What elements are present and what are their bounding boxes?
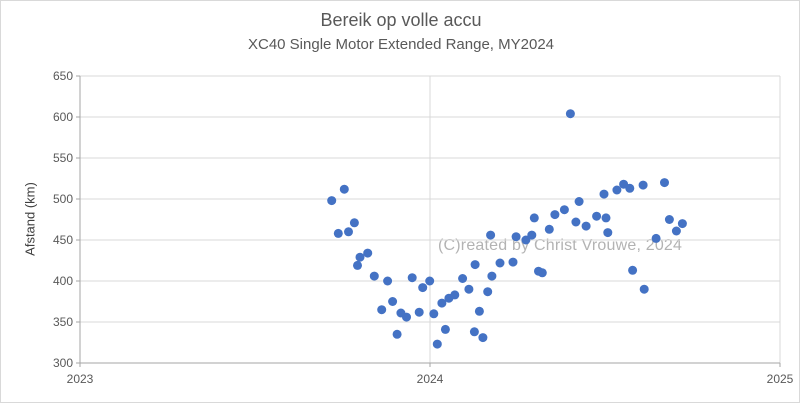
data-point[interactable] [508, 257, 518, 267]
data-point[interactable] [559, 205, 569, 215]
y-tick-label: 600 [52, 110, 73, 124]
data-point[interactable] [369, 271, 379, 281]
data-point[interactable] [470, 260, 480, 270]
data-point[interactable] [487, 271, 497, 281]
data-point[interactable] [377, 305, 387, 315]
y-tick-label: 450 [52, 233, 73, 247]
watermark: (C)reated by Christ Vrouwe, 2024 [438, 237, 683, 254]
data-point[interactable] [353, 260, 362, 270]
data-point[interactable] [544, 224, 554, 234]
data-point[interactable] [383, 276, 393, 286]
data-point[interactable] [349, 218, 359, 228]
data-point[interactable] [478, 333, 488, 343]
data-point[interactable] [511, 232, 521, 242]
data-point[interactable] [664, 215, 674, 224]
data-point[interactable] [603, 228, 613, 238]
data-point[interactable] [429, 309, 439, 319]
data-point[interactable] [392, 329, 402, 339]
data-point[interactable] [599, 189, 609, 199]
data-point[interactable] [363, 248, 373, 258]
data-point[interactable] [550, 210, 560, 220]
chart-title: Bereik op volle accu [320, 10, 482, 30]
data-point[interactable] [483, 287, 493, 297]
data-point[interactable] [529, 213, 539, 223]
data-point[interactable] [450, 290, 460, 300]
data-point[interactable] [339, 184, 349, 194]
x-tick-label: 2025 [766, 372, 794, 386]
x-tick-label: 2023 [66, 372, 94, 386]
data-point[interactable] [388, 297, 398, 306]
data-point[interactable] [469, 327, 479, 337]
data-point[interactable] [437, 298, 447, 308]
data-point[interactable] [565, 109, 575, 119]
y-tick-label: 650 [52, 69, 73, 83]
data-point[interactable] [527, 230, 537, 240]
data-point[interactable] [355, 252, 365, 262]
data-point[interactable] [333, 228, 343, 238]
data-point[interactable] [344, 227, 353, 237]
data-point[interactable] [474, 306, 484, 316]
x-tick-label: 2024 [416, 372, 444, 386]
chart-subtitle: XC40 Single Motor Extended Range, MY2024 [247, 36, 555, 53]
data-point[interactable] [671, 226, 681, 236]
data-point[interactable] [581, 221, 591, 231]
data-point[interactable] [677, 219, 687, 229]
y-tick-label: 350 [52, 315, 73, 329]
data-point[interactable] [638, 180, 648, 190]
data-point[interactable] [601, 213, 611, 223]
data-point[interactable] [660, 178, 669, 188]
data-point[interactable] [425, 276, 435, 286]
data-point[interactable] [625, 183, 635, 193]
y-tick-label: 500 [52, 192, 73, 206]
data-point[interactable] [628, 265, 638, 275]
data-point[interactable] [464, 284, 474, 294]
y-tick-label: 400 [52, 274, 73, 288]
data-point[interactable] [440, 324, 450, 334]
data-point[interactable] [486, 230, 496, 240]
data-point[interactable] [521, 235, 531, 245]
data-point[interactable] [402, 312, 411, 322]
y-tick-label: 300 [52, 356, 73, 370]
data-point[interactable] [612, 185, 622, 195]
data-point[interactable] [432, 339, 442, 349]
data-point[interactable] [639, 284, 649, 294]
data-point[interactable] [418, 283, 428, 293]
data-point[interactable] [574, 197, 584, 206]
data-point[interactable] [414, 307, 424, 317]
data-point[interactable] [537, 268, 547, 278]
data-point[interactable] [651, 233, 661, 243]
data-point[interactable] [495, 258, 505, 268]
data-point[interactable] [407, 273, 417, 283]
y-tick-label: 550 [52, 151, 73, 165]
data-point[interactable] [458, 274, 468, 283]
data-point[interactable] [327, 196, 337, 206]
data-point[interactable] [571, 217, 581, 227]
data-point[interactable] [592, 211, 602, 221]
